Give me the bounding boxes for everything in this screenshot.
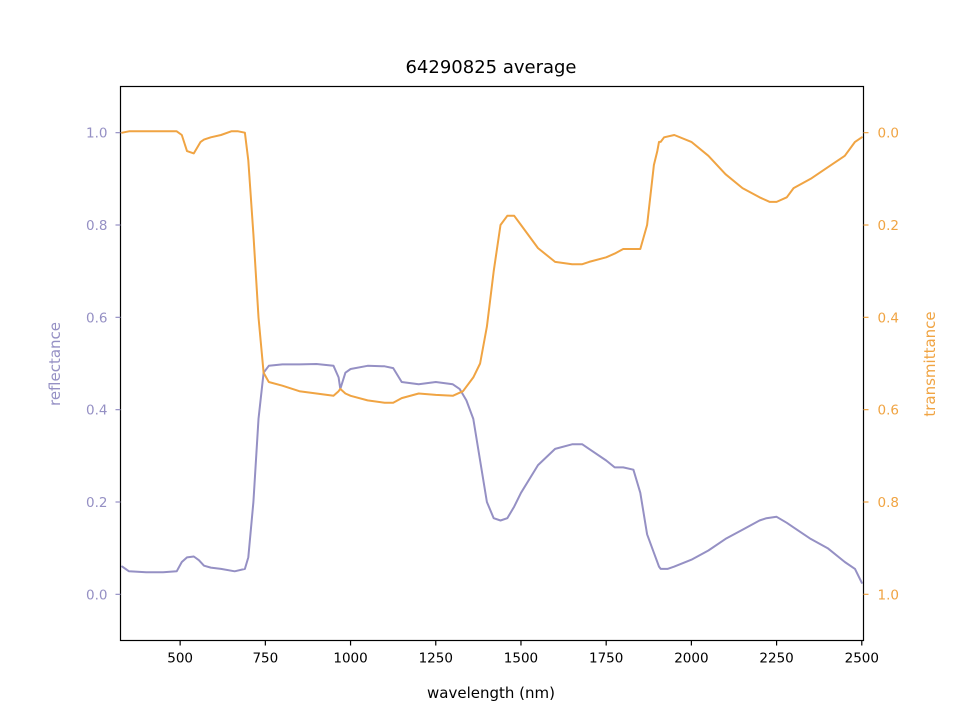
reflectance-line	[121, 363, 863, 584]
x-tick-label: 1750	[589, 651, 623, 667]
x-tick-label: 1500	[504, 651, 538, 667]
left-y-tick-label: 0.6	[86, 310, 107, 326]
left-y-tick-label: 0.0	[86, 587, 107, 603]
left-y-tick-label: 1.0	[86, 126, 107, 142]
plot-frame	[119, 85, 865, 642]
right-y-tick-label: 0.4	[878, 310, 899, 326]
right-y-tick-label: 0.2	[878, 218, 899, 234]
right-y-axis: 0.0 0.2 0.4 0.6 0.8 1.0	[863, 126, 899, 603]
x-tick-label: 1250	[419, 651, 453, 667]
x-tick-label: 2250	[759, 651, 793, 667]
right-y-tick-label: 0.6	[878, 403, 899, 419]
left-y-axis: 0.0 0.2 0.4 0.6 0.8 1.0	[86, 126, 121, 603]
x-tick-label: 2000	[674, 651, 708, 667]
right-y-tick-label: 0.8	[878, 495, 899, 511]
transmittance-line	[121, 130, 863, 404]
x-axis: 500 750 1000 1250 1500 1750 2000 2250 2500	[167, 640, 879, 667]
x-tick-label: 1000	[333, 651, 367, 667]
x-tick-label: 750	[252, 651, 278, 667]
left-y-tick-label: 0.4	[86, 403, 107, 419]
right-y-tick-label: 0.0	[878, 126, 899, 142]
left-y-tick-label: 0.8	[86, 218, 107, 234]
series-layer	[121, 130, 863, 584]
chart-title: 64290825 average	[405, 57, 576, 78]
x-tick-label: 2500	[845, 651, 879, 667]
left-y-tick-label: 0.2	[86, 495, 107, 511]
x-axis-title: wavelength (nm)	[427, 684, 555, 702]
right-y-tick-label: 1.0	[878, 587, 899, 603]
left-y-axis-title: reflectance	[46, 322, 64, 406]
x-tick-label: 500	[167, 651, 193, 667]
right-y-axis-title: transmittance	[921, 311, 939, 416]
